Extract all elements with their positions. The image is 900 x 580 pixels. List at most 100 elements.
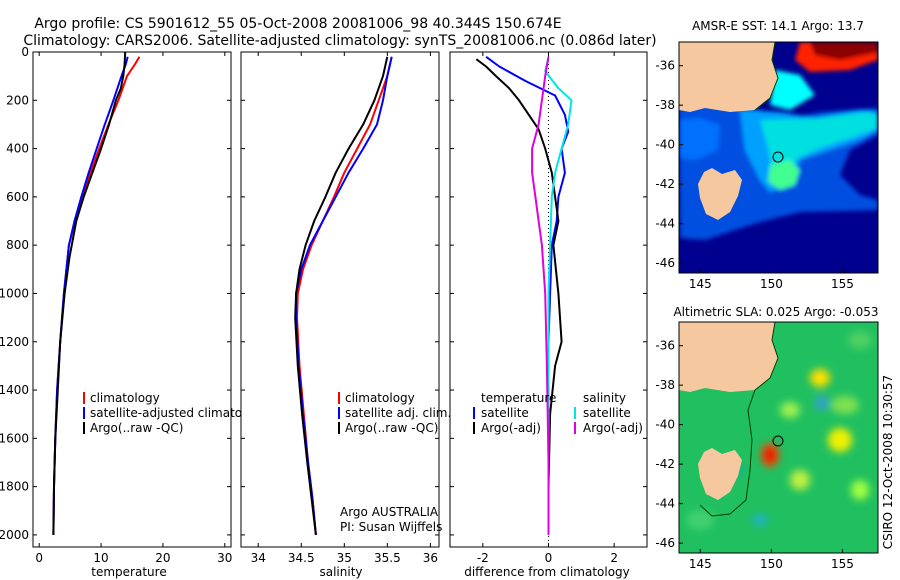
sst-land-tasmania: [698, 168, 742, 220]
map-sst-title: AMSR-E SST: 14.1 Argo: 13.7: [692, 19, 864, 33]
panel-salinity: 34 34.5 35 35.5 36 salinity climatology sate…: [240, 51, 451, 579]
map-y-tick-label: -40: [655, 138, 675, 152]
map-y-tick-label: -42: [655, 177, 675, 191]
y-tick-label: 2000: [0, 528, 29, 542]
y-tick-label: 800: [6, 238, 29, 252]
map-x-tick-label: 155: [831, 557, 854, 571]
map-y-tick-label: -38: [655, 378, 675, 392]
sst-land-mainland: [679, 42, 778, 112]
sla-argo-marker: [772, 435, 784, 447]
map-x-tick-label: 145: [689, 557, 712, 571]
map-y-tick-label: -44: [655, 497, 675, 511]
salinity-ticks: 34 34.5 35 35.5 36: [241, 51, 439, 565]
legend-label-sal-satellite: satellite: [583, 406, 631, 420]
series-line-argo-raw-qc: [294, 56, 389, 536]
legend-label-climatology: climatology: [345, 391, 415, 405]
x-tick-label: 34: [251, 551, 266, 565]
csiro-timestamp: CSIRO 12-Oct-2008 10:30:57: [881, 375, 895, 549]
x-tick-label: 34.5: [288, 551, 315, 565]
sst-field: [679, 42, 878, 273]
map-y-tick-label: -38: [655, 98, 675, 112]
salinity-xlabel: salinity: [319, 565, 362, 579]
temperature-lines: [52, 51, 141, 535]
map-sla-ticks: 145 150 155 -36 -38 -40 -42 -44 -46: [655, 339, 854, 571]
difference-legend: temperature salinity satellite Argo(-adj…: [473, 391, 643, 435]
y-tick-label: 400: [6, 142, 29, 156]
legend-label-temp-argo: Argo(-adj): [481, 421, 541, 435]
map-sla-title: Altimetric SLA: 0.025 Argo: -0.053: [673, 305, 878, 319]
legend-label-argo: Argo(..raw -QC): [90, 421, 183, 435]
series-line-salinity-argo-adj: [531, 56, 550, 535]
legend-title-salinity: salinity: [583, 391, 626, 405]
legend-title-temperature: temperature: [481, 391, 556, 405]
figure-title: Argo profile: CS 5901612_55 05-Oct-2008 …: [34, 16, 561, 32]
panel-temperature: 0 10 20 30 0 200 400 600 800 1000 1200 1400 1600 1800…: [0, 45, 268, 579]
legend-label-satellite: satellite-adjusted climatology: [90, 406, 268, 420]
legend-label-temp-satellite: satellite: [481, 406, 529, 420]
map-y-tick-label: -46: [655, 536, 675, 550]
sla-land-mainland: [679, 322, 778, 392]
y-tick-label: 1000: [0, 286, 29, 300]
map-y-tick-label: -36: [655, 59, 675, 73]
x-tick-label: 30: [217, 551, 232, 565]
sla-shelf-contour: [699, 322, 779, 517]
x-tick-label: 20: [155, 551, 170, 565]
y-tick-label: 1200: [0, 335, 29, 349]
temperature-ticks: 0 10 20 30 0 200 400 600 800 1000 1200 1400 1600 1800…: [0, 45, 232, 565]
map-y-tick-label: -42: [655, 457, 675, 471]
map-y-tick-label: -44: [655, 217, 675, 231]
sla-field-blobs: [686, 331, 872, 530]
temperature-xlabel: temperature: [91, 565, 166, 579]
x-tick-label: 2: [610, 551, 618, 565]
map-sla: Altimetric SLA: 0.025 Argo: -0.053: [655, 305, 878, 571]
map-y-tick-label: -36: [655, 339, 675, 353]
map-sst-frame: [678, 41, 879, 274]
y-tick-label: 1600: [0, 431, 29, 445]
map-x-tick-label: 150: [760, 557, 783, 571]
x-tick-label: 35: [337, 551, 352, 565]
y-tick-label: 1400: [0, 383, 29, 397]
panel-difference: -2 0 2 difference from climatology tempera…: [449, 51, 648, 579]
y-tick-label: 1800: [0, 480, 29, 494]
sla-field: [679, 322, 878, 553]
series-line-argo-raw-qc: [52, 51, 127, 535]
y-tick-label: 200: [6, 93, 29, 107]
sst-field-blobs: [679, 42, 878, 240]
map-x-tick-label: 150: [760, 277, 783, 291]
salinity-legend: climatology satellite adj. clim. Argo(..…: [338, 391, 451, 435]
difference-ticks: -2 0 2: [450, 51, 647, 565]
x-tick-label: 0: [35, 551, 43, 565]
map-x-tick-label: 155: [831, 277, 854, 291]
sst-argo-marker: [772, 151, 784, 163]
y-tick-label: 600: [6, 190, 29, 204]
annotation-argo-australia: Argo AUSTRALIA: [340, 505, 439, 519]
legend-label-satellite: satellite adj. clim.: [345, 406, 451, 420]
legend-label-argo: Argo(..raw -QC): [345, 421, 438, 435]
x-tick-label: -2: [477, 551, 489, 565]
x-tick-label: 10: [93, 551, 108, 565]
sst-coast-contour: [754, 42, 779, 111]
difference-lines: [475, 55, 573, 535]
map-sst: AMSR-E SST: 14.1 Argo: 13.7 145 150 155 -36…: [655, 19, 879, 291]
map-y-tick-label: -46: [655, 256, 675, 270]
annotation-pi: PI: Susan Wijffels: [340, 520, 442, 534]
x-tick-label: 36: [423, 551, 438, 565]
series-line-salinity-satellite: [544, 56, 573, 535]
sla-land-tasmania: [698, 448, 742, 500]
x-tick-label: 0: [545, 551, 553, 565]
map-x-tick-label: 145: [689, 277, 712, 291]
temperature-axes-box: [32, 51, 232, 548]
x-tick-label: 35.5: [374, 551, 401, 565]
figure-subtitle: Climatology: CARS2006. Satellite-adjuste…: [23, 33, 656, 49]
salinity-lines: [294, 56, 393, 536]
map-y-tick-label: -40: [655, 418, 675, 432]
temperature-legend: climatology satellite-adjusted climatolo…: [83, 391, 268, 435]
legend-label-sal-argo: Argo(-adj): [583, 421, 643, 435]
map-sst-ticks: 145 150 155 -36 -38 -40 -42 -44 -46: [655, 59, 854, 291]
map-sla-frame: [678, 321, 879, 554]
salinity-axes-box: [240, 51, 440, 548]
legend-label-climatology: climatology: [90, 391, 160, 405]
difference-xlabel: difference from climatology: [464, 565, 630, 579]
y-tick-label: 0: [21, 45, 29, 59]
